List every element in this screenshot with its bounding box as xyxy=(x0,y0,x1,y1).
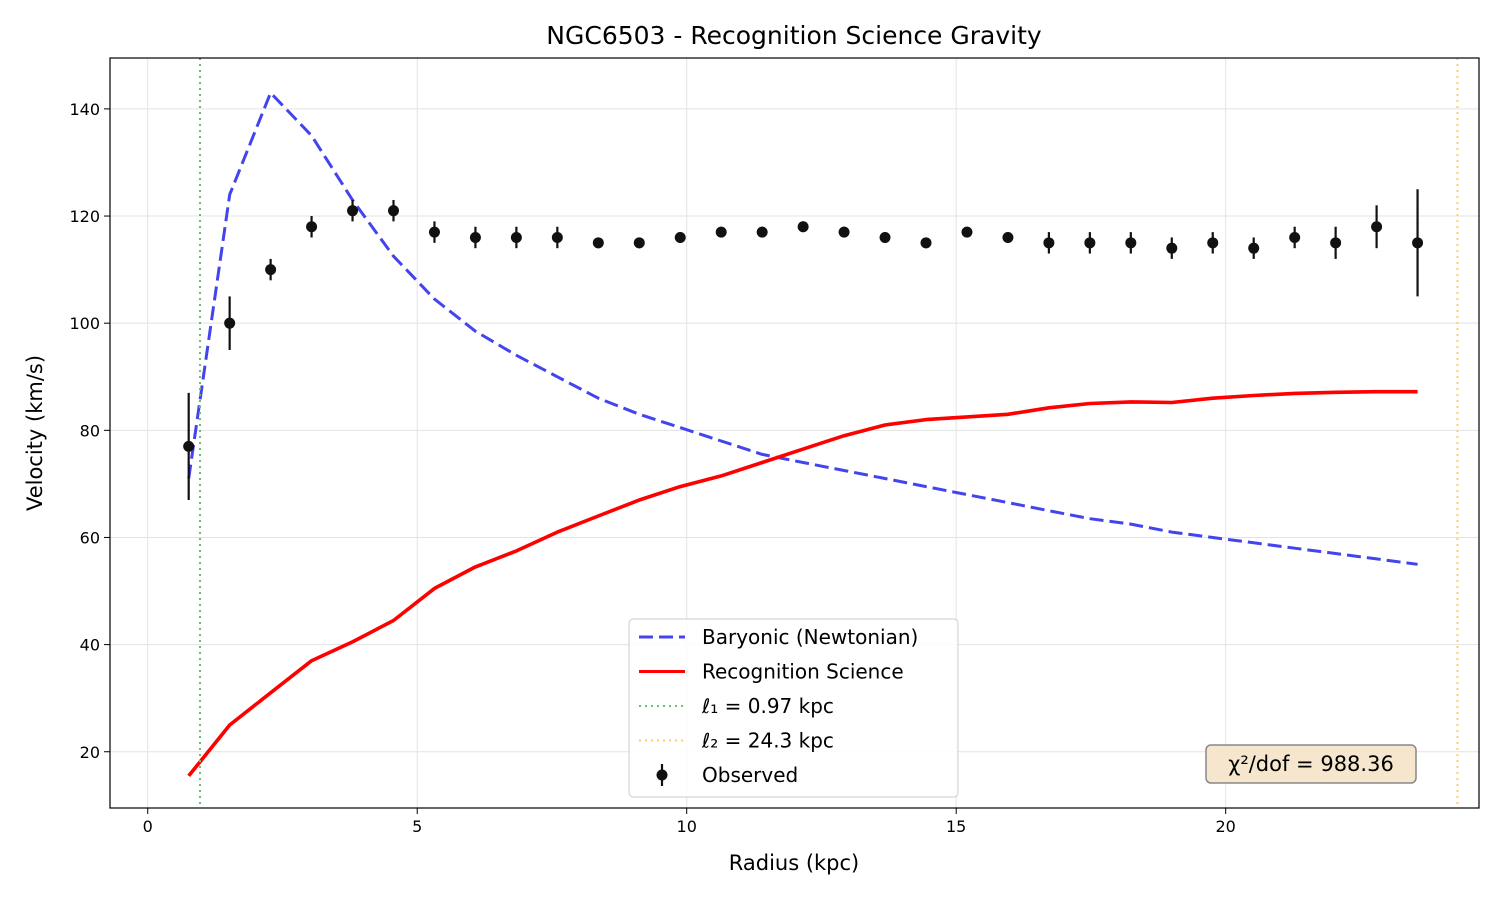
observed-point xyxy=(920,237,932,249)
y-tick-label: 120 xyxy=(69,207,100,226)
observed-point xyxy=(756,226,768,238)
observed-point xyxy=(1207,237,1219,249)
series-line-recognition-science xyxy=(187,389,1418,778)
legend-label: Observed xyxy=(702,763,798,787)
legend-label: ℓ₁ = 0.97 kpc xyxy=(701,694,834,718)
legend-observed-marker xyxy=(656,769,668,781)
observed-point xyxy=(1248,242,1260,254)
observed-point xyxy=(265,264,277,276)
y-tick-label: 80 xyxy=(80,421,100,440)
chart-title: NGC6503 - Recognition Science Gravity xyxy=(546,21,1042,50)
y-tick-label: 140 xyxy=(69,100,100,119)
y-tick-label: 40 xyxy=(80,636,100,655)
legend-label: Recognition Science xyxy=(702,660,904,684)
observed-point xyxy=(1125,237,1137,249)
y-axis-label: Velocity (km/s) xyxy=(23,355,47,511)
legend-label: Baryonic (Newtonian) xyxy=(702,625,918,649)
x-axis-label: Radius (kpc) xyxy=(729,851,860,875)
observed-point xyxy=(1371,221,1383,233)
y-tick-label: 60 xyxy=(80,528,100,547)
axes-frame xyxy=(109,57,1480,809)
observed-point xyxy=(388,205,400,217)
legend-label: ℓ₂ = 24.3 kpc xyxy=(701,729,834,753)
observed-point xyxy=(1043,237,1055,249)
x-tick-label: 15 xyxy=(946,817,966,836)
observed-point xyxy=(879,231,891,243)
x-tick-label: 5 xyxy=(412,817,422,836)
observed-point xyxy=(797,221,809,233)
observed-point xyxy=(674,231,686,243)
series-line-baryonic-newtonian xyxy=(187,91,1418,566)
chi-square-box xyxy=(1205,744,1417,784)
observed-point xyxy=(633,237,645,249)
observed-point xyxy=(1084,237,1096,249)
observed-point xyxy=(961,226,973,238)
observed-point xyxy=(306,221,318,233)
y-tick-label: 100 xyxy=(69,314,100,333)
observed-point xyxy=(838,226,850,238)
observed-point xyxy=(1412,237,1424,249)
observed-point xyxy=(592,237,604,249)
axis-ticks: 0 5 10 15 20 20 40 60 80 100 120 140 xyxy=(69,100,1235,836)
observed-point xyxy=(1166,242,1178,254)
legend: Baryonic (Newtonian) Recognition Science ℓ… xyxy=(628,618,959,798)
x-tick-label: 10 xyxy=(677,817,697,836)
x-tick-label: 0 xyxy=(143,817,153,836)
y-tick-label: 20 xyxy=(80,743,100,762)
x-tick-label: 20 xyxy=(1216,817,1236,836)
chi-square-annotation: χ²/dof = 988.36 xyxy=(1205,744,1417,784)
observed-point xyxy=(1002,231,1014,243)
observed-point xyxy=(1330,237,1342,249)
observed-point xyxy=(347,205,359,217)
observed-point xyxy=(551,231,563,243)
observed-point xyxy=(510,231,522,243)
observed-point xyxy=(715,226,727,238)
observed-point xyxy=(428,226,440,238)
observed-point xyxy=(224,317,236,329)
observed-point xyxy=(469,231,481,243)
chi-square-text: χ²/dof = 988.36 xyxy=(1228,752,1394,776)
grid xyxy=(110,58,1479,808)
plot-area xyxy=(183,58,1459,808)
observed-point xyxy=(183,440,195,452)
legend-box xyxy=(628,618,959,798)
observed-point xyxy=(1289,231,1301,243)
